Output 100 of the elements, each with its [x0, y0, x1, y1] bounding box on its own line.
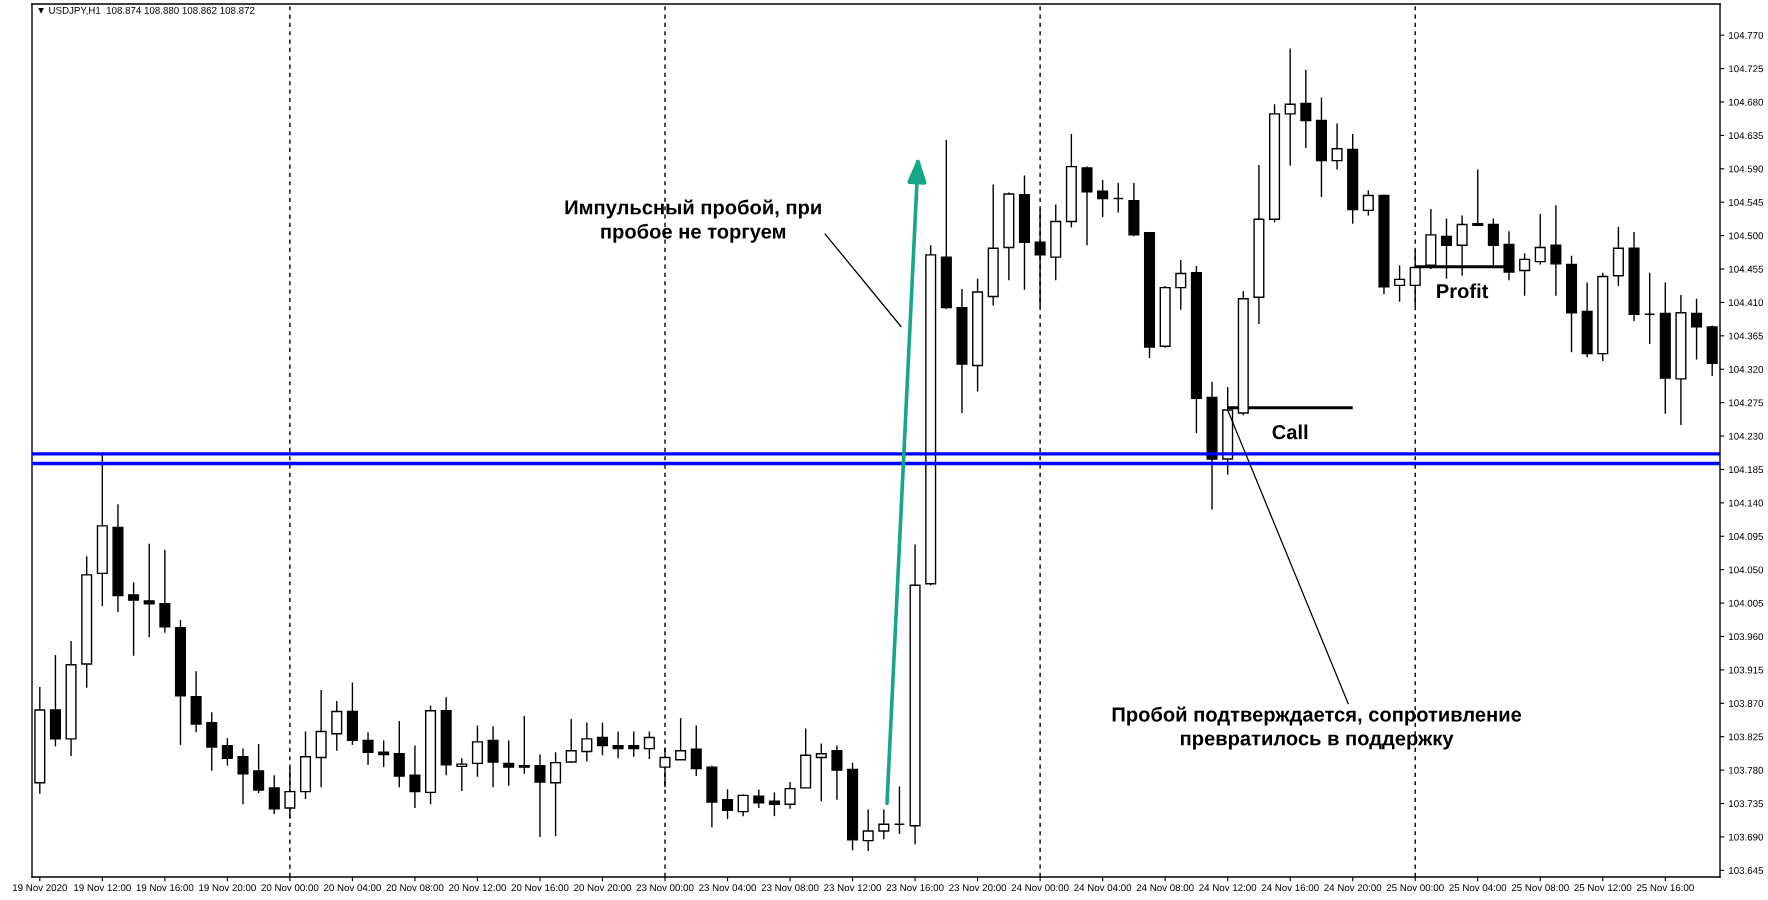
x-tick-label: 19 Nov 2020: [12, 884, 67, 892]
series-label: Profit: [1437, 283, 1489, 299]
y-tick-label: 104.545: [1729, 198, 1764, 206]
candlestick: [409, 744, 421, 809]
x-tick-label: 23 Nov 08:00: [761, 884, 819, 892]
y-tick-label: 103.825: [1729, 733, 1764, 741]
y-tick-label: 104.635: [1729, 132, 1764, 140]
candlestick: [612, 730, 624, 759]
candlestick: [690, 724, 702, 777]
x-tick-label: 25 Nov 04:00: [1449, 884, 1507, 892]
candlestick: [1112, 182, 1124, 214]
y-tick-label: 104.185: [1729, 466, 1764, 474]
x-tick-label: 20 Nov 16:00: [511, 884, 569, 892]
candlestick: [159, 548, 171, 634]
candlestick: [831, 744, 843, 801]
y-tick-label: 104.365: [1729, 332, 1764, 340]
y-tick-label: 104.500: [1729, 232, 1764, 240]
x-tick-label: 19 Nov 16:00: [136, 884, 194, 892]
candlestick: [362, 731, 374, 766]
candlestick: [1331, 122, 1343, 171]
y-tick-label: 104.005: [1729, 599, 1764, 607]
candlestick: [753, 788, 765, 809]
candlestick: [643, 730, 655, 760]
candlestick: [1644, 272, 1656, 345]
candlestick: [143, 542, 155, 638]
candlestick: [675, 717, 687, 761]
y-tick-label: 104.410: [1729, 299, 1764, 307]
x-tick-label: 20 Nov 12:00: [449, 884, 506, 892]
x-tick-label: 19 Nov 12:00: [74, 884, 131, 892]
candlestick: [221, 737, 233, 767]
x-tick-label: 24 Nov 16:00: [1261, 884, 1319, 892]
annotation: Пробой подтверждается, сопротивление превратилось в поддержку: [1112, 706, 1522, 750]
x-tick-label: 23 Nov 00:00: [636, 884, 694, 892]
candlestick: [534, 753, 546, 838]
x-tick-label: 25 Nov 16:00: [1636, 884, 1694, 892]
y-tick-label: 104.770: [1729, 31, 1764, 39]
x-tick-label: 24 Nov 04:00: [1074, 884, 1132, 892]
x-tick-label: 24 Nov 08:00: [1136, 884, 1194, 892]
y-tick-label: 103.645: [1729, 867, 1764, 874]
candlestick: [331, 700, 343, 752]
candlestick: [237, 747, 249, 805]
candlestick: [1691, 298, 1703, 361]
x-tick-label: 20 Nov 04:00: [323, 884, 381, 892]
annotation: Импульсный пробой, при пробое не торгуем: [565, 199, 821, 243]
candlestick: [471, 724, 483, 778]
candlestick: [659, 747, 671, 788]
candlestick: [1175, 259, 1187, 311]
y-tick-label: 104.320: [1729, 365, 1764, 373]
candlestick: [581, 721, 593, 762]
candlestick: [268, 774, 280, 815]
y-tick-label: 103.735: [1729, 800, 1764, 808]
x-tick-label: 23 Nov 16:00: [886, 884, 944, 892]
candlestick: [1534, 213, 1546, 266]
candlestick: [768, 791, 780, 817]
candlestick: [550, 751, 562, 837]
y-tick-label: 103.780: [1729, 766, 1764, 774]
y-tick-label: 104.455: [1729, 265, 1764, 273]
y-tick-label: 104.590: [1729, 165, 1764, 173]
x-tick-label: 23 Nov 12:00: [824, 884, 882, 892]
x-tick-label: 23 Nov 04:00: [699, 884, 757, 892]
candlestick: [1550, 204, 1562, 297]
candlestick: [784, 781, 796, 810]
y-tick-label: 103.690: [1729, 833, 1764, 841]
candlestick: [1394, 264, 1406, 303]
candlestick: [878, 808, 890, 840]
y-tick-label: 104.230: [1729, 432, 1764, 440]
y-tick-label: 104.140: [1729, 499, 1764, 507]
y-tick-label: 104.680: [1729, 98, 1764, 106]
x-tick-label: 24 Nov 00:00: [1011, 884, 1069, 892]
x-tick-label: 24 Nov 12:00: [1199, 884, 1257, 892]
series-label: Call: [1272, 424, 1308, 440]
candlestick: [565, 718, 577, 763]
candlestick: [1472, 168, 1484, 226]
x-tick-label: 25 Nov 00:00: [1386, 884, 1444, 892]
candlestick: [893, 785, 905, 835]
candlestick: [518, 715, 530, 775]
candlestick: [1097, 179, 1109, 218]
candlestick: [721, 788, 734, 820]
x-tick-label: 20 Nov 00:00: [261, 884, 319, 892]
candlestick: [815, 742, 827, 802]
candlestick: [128, 581, 140, 657]
x-tick-label: 19 Nov 20:00: [199, 884, 256, 892]
x-tick-label: 23 Nov 20:00: [949, 884, 1007, 892]
chart-title: ▼ USDJPY,H1 108.874 108.880 108.862 108.872: [38, 6, 255, 15]
candlestick: [503, 739, 515, 787]
candlestick: [487, 725, 499, 788]
candlestick: [1300, 69, 1312, 149]
x-tick-label: 20 Nov 08:00: [386, 884, 444, 892]
candlestick: [253, 743, 265, 794]
candlestick: [1519, 252, 1531, 297]
y-tick-label: 103.915: [1729, 666, 1764, 674]
candlestick: [393, 720, 405, 788]
candlestick: [456, 757, 468, 792]
y-tick-label: 103.960: [1729, 633, 1764, 641]
y-tick-label: 103.870: [1729, 700, 1764, 707]
x-tick-label: 24 Nov 20:00: [1324, 884, 1382, 892]
y-tick-label: 104.095: [1729, 533, 1764, 540]
candlestick: [628, 730, 640, 758]
candlestick: [1362, 189, 1374, 217]
y-tick-label: 104.275: [1729, 399, 1764, 407]
